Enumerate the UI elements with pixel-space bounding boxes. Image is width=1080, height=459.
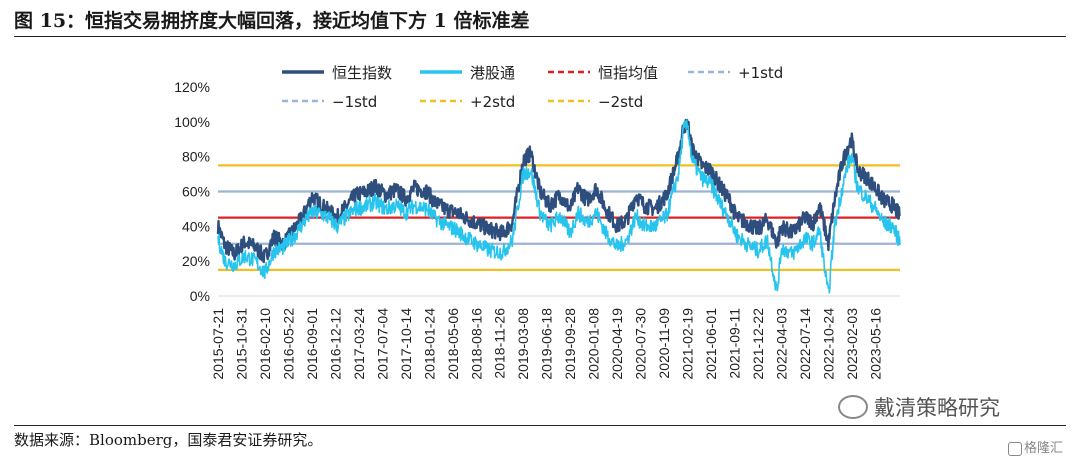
watermark-2-text: 格隆汇 bbox=[1024, 441, 1064, 456]
x-tick-label: 2018-11-26 bbox=[492, 308, 508, 379]
wechat-icon bbox=[838, 395, 868, 419]
x-tick-label: 2015-10-31 bbox=[234, 308, 250, 380]
x-tick-label: 2016-12-12 bbox=[327, 308, 343, 380]
x-tick-label: 2019-03-08 bbox=[515, 308, 531, 380]
x-tick-label: 2018-05-06 bbox=[445, 308, 461, 380]
x-tick-label: 2017-03-24 bbox=[351, 308, 367, 380]
x-tick-label: 2021-02-19 bbox=[680, 308, 696, 380]
watermark-2: 格隆汇 bbox=[1008, 437, 1063, 456]
x-tick-label: 2017-07-04 bbox=[374, 308, 390, 380]
x-tick-label: 2021-09-11 bbox=[727, 308, 743, 379]
legend-label: +2std bbox=[470, 93, 515, 111]
x-tick-label: 2022-07-14 bbox=[797, 308, 813, 380]
y-tick-label: 60% bbox=[182, 184, 210, 200]
legend-label: 恒生指数 bbox=[332, 64, 392, 82]
x-tick-label: 2023-05-16 bbox=[867, 308, 883, 380]
x-tick-label: 2018-08-16 bbox=[468, 308, 484, 380]
x-tick-label: 2022-04-03 bbox=[774, 308, 790, 380]
series-lines bbox=[216, 118, 901, 294]
x-tick-label: 2020-04-19 bbox=[609, 308, 625, 380]
y-tick-label: 0% bbox=[190, 288, 210, 304]
series-line bbox=[216, 118, 901, 264]
x-tick-label: 2023-02-03 bbox=[844, 308, 860, 380]
x-tick-label: 2022-10-24 bbox=[820, 308, 836, 380]
line-chart: 恒生指数 港股通 恒指均值 +1std −1std +2std −2std 0% 20% 40%… bbox=[174, 64, 901, 380]
x-tick-label: 2018-01-24 bbox=[421, 308, 437, 380]
x-tick-label: 2017-10-14 bbox=[398, 308, 414, 380]
y-tick-label: 120% bbox=[174, 79, 210, 95]
legend-label: 港股通 bbox=[470, 64, 515, 82]
x-axis: 2015-07-21 2015-10-31 2016-02-10 2016-05-22… bbox=[210, 295, 900, 380]
x-tick-label: 2019-09-28 bbox=[562, 308, 578, 380]
gelonghui-icon bbox=[1008, 441, 1022, 456]
source-note: 数据来源：Bloomberg，国泰君安证券研究。 bbox=[14, 431, 323, 449]
x-tick-label: 2016-09-01 bbox=[304, 308, 320, 380]
x-tick-label: 2015-07-21 bbox=[210, 308, 226, 380]
top-rule bbox=[14, 36, 1066, 37]
x-tick-label: 2020-07-30 bbox=[633, 308, 649, 380]
legend-label: +1std bbox=[738, 64, 783, 82]
x-tick-label: 2020-01-08 bbox=[586, 308, 602, 380]
x-tick-label: 2021-12-22 bbox=[750, 308, 766, 380]
legend-label: −1std bbox=[332, 93, 377, 111]
y-axis: 0% 20% 40% 60% 80% 100% 120% bbox=[174, 79, 210, 304]
x-tick-label: 2020-11-09 bbox=[656, 308, 672, 379]
figure-title: 图 15：恒指交易拥挤度大幅回落，接近均值下方 1 倍标准差 bbox=[14, 10, 530, 32]
watermark: 戴清策略研究 bbox=[838, 392, 1000, 422]
chart-legend: 恒生指数 港股通 恒指均值 +1std −1std +2std −2std bbox=[282, 64, 783, 111]
y-tick-label: 80% bbox=[182, 149, 210, 165]
watermark-text: 戴清策略研究 bbox=[874, 396, 1000, 420]
y-tick-label: 40% bbox=[182, 218, 210, 234]
x-tick-label: 2019-06-18 bbox=[539, 308, 555, 380]
legend-label: 恒指均值 bbox=[598, 64, 658, 82]
x-tick-label: 2021-06-01 bbox=[703, 308, 719, 380]
x-tick-label: 2016-05-22 bbox=[280, 308, 296, 380]
y-tick-label: 100% bbox=[174, 114, 210, 130]
series-line bbox=[217, 119, 901, 294]
y-tick-label: 20% bbox=[182, 253, 210, 269]
bottom-rule bbox=[14, 425, 1066, 426]
legend-label: −2std bbox=[598, 93, 643, 111]
x-tick-label: 2016-02-10 bbox=[257, 308, 273, 380]
